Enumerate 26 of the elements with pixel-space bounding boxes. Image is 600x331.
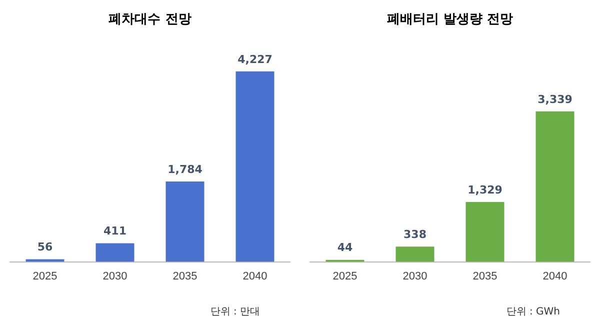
data-label: 1,784	[168, 162, 203, 176]
bar	[396, 246, 434, 262]
x-tick-label: 2025	[332, 270, 358, 282]
x-tick-label: 2030	[102, 270, 128, 282]
chart-title: 폐차대수 전망	[108, 12, 192, 28]
bar	[236, 71, 274, 262]
data-label: 1,329	[468, 183, 502, 196]
chart-title: 폐배터리 발생량 전망	[386, 12, 514, 28]
x-tick-label: 2025	[32, 270, 58, 282]
data-label: 3,339	[538, 92, 572, 106]
bar	[96, 243, 134, 262]
x-tick-label: 2030	[402, 270, 428, 282]
data-label: 338	[404, 228, 426, 241]
data-label: 44	[337, 241, 353, 254]
text: 단위 : GWh	[506, 306, 560, 318]
data-label: 411	[104, 224, 126, 238]
bar	[536, 111, 574, 262]
data-label: 4,227	[238, 52, 272, 66]
x-tick-label: 2040	[242, 270, 268, 282]
text: 단위 : 만대	[210, 306, 260, 318]
x-tick-label: 2040	[542, 270, 568, 282]
data-label: 56	[37, 240, 53, 254]
bar	[166, 181, 204, 262]
x-tick-label: 2035	[172, 270, 198, 282]
x-tick-label: 2035	[472, 270, 498, 282]
bar	[466, 202, 504, 262]
